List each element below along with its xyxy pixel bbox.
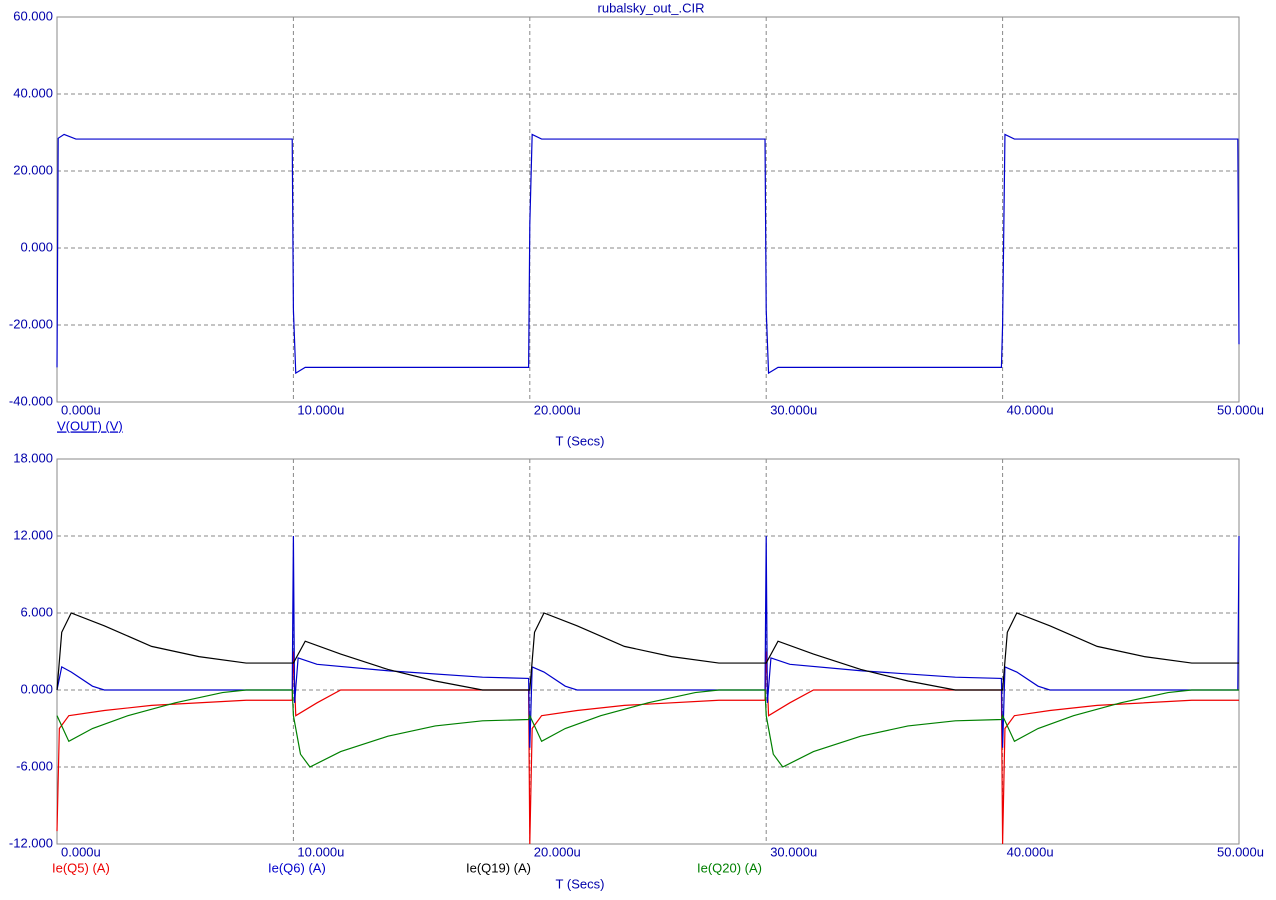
x-tick-label: 40.000u [1007,402,1054,417]
y-tick-label: 12.000 [13,527,53,542]
series-line [56,651,1239,845]
x-tick-label: 20.000u [534,844,581,859]
legend-entry: Ie(Q6) (A) [268,860,326,875]
series-line [56,612,1239,691]
x-tick-label: 50.000u [1217,844,1264,859]
x-tick-label: 20.000u [534,402,581,417]
x-tick-label: 0.000u [61,844,101,859]
y-tick-label: 18.000 [13,450,53,465]
y-tick-label: -40.000 [9,393,53,408]
legend-entry: Ie(Q5) (A) [52,860,110,875]
legend-entry: Ie(Q19) (A) [466,860,531,875]
x-tick-label: 10.000u [297,402,344,417]
plot-frame [56,458,1240,845]
x-tick-label: 30.000u [770,844,817,859]
x-tick-label: 30.000u [770,402,817,417]
chart-title: rubalsky_out_.CIR [598,0,705,15]
y-tick-label: 0.000 [20,239,53,254]
x-tick-label: 0.000u [61,402,101,417]
series-line [56,535,1240,748]
x-axis-label: T (Secs) [556,433,605,448]
legend-entry: Ie(Q20) (A) [697,860,762,875]
y-tick-label: 20.000 [13,162,53,177]
plot-frame [56,16,1240,403]
series-line [56,133,1240,375]
y-tick-label: 6.000 [20,604,53,619]
x-tick-label: 10.000u [297,844,344,859]
y-tick-label: 0.000 [20,681,53,696]
series-line [56,689,1239,768]
x-tick-label: 50.000u [1217,402,1264,417]
x-axis-label: T (Secs) [556,876,605,891]
y-tick-label: 60.000 [13,8,53,23]
y-tick-label: -6.000 [16,758,53,773]
y-tick-label: 40.000 [13,85,53,100]
y-tick-label: -20.000 [9,316,53,331]
x-tick-label: 40.000u [1007,844,1054,859]
legend-entry: V(OUT) (V) [57,418,123,433]
y-tick-label: -12.000 [9,835,53,850]
